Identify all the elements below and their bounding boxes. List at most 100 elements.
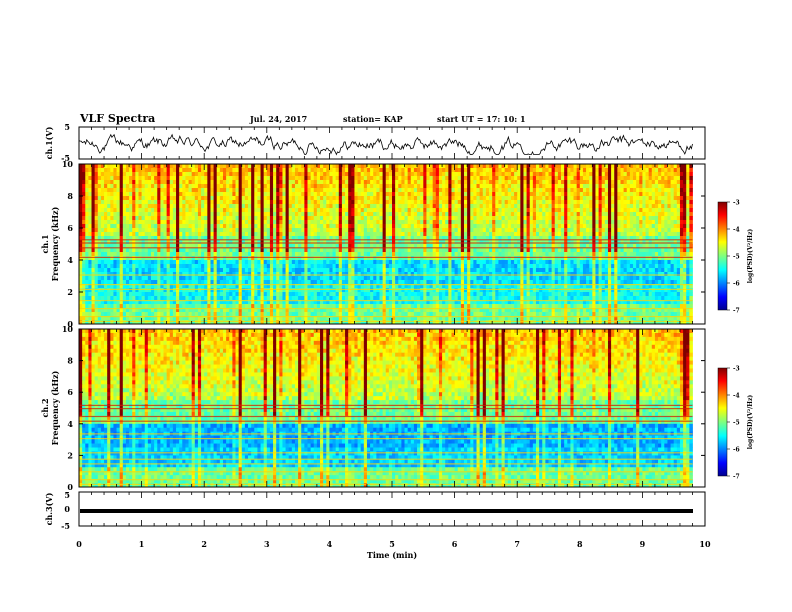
spectrogram-cell xyxy=(535,252,540,257)
spectrogram-cell xyxy=(485,248,490,253)
spectrogram-cell xyxy=(382,180,387,185)
spectrogram-cell xyxy=(463,248,468,253)
spectrogram-cell xyxy=(125,220,130,225)
spectrogram-cell xyxy=(382,228,387,233)
spectrogram-cell xyxy=(670,168,675,173)
spectrogram-cell xyxy=(557,216,562,221)
spectrogram-cell xyxy=(260,164,265,169)
spectrogram-cell xyxy=(392,224,396,229)
spectrogram-cell xyxy=(285,204,290,209)
spectrogram-cell xyxy=(373,176,377,181)
spectrogram-cell xyxy=(604,164,609,169)
spectrogram-cell xyxy=(232,260,236,265)
spectrogram-cell xyxy=(392,204,396,209)
spectrogram-cell xyxy=(216,236,221,241)
spectrogram-cell xyxy=(392,172,396,177)
spectrogram-cell xyxy=(542,260,546,265)
spectrogram-cell xyxy=(623,184,628,189)
spectrogram-cell xyxy=(213,220,218,225)
spectrogram-cell xyxy=(467,212,471,217)
spectrogram-cell xyxy=(241,164,246,169)
spectrogram-cell xyxy=(238,212,243,217)
spectrogram-cell xyxy=(673,184,678,189)
spectrogram-cell xyxy=(335,248,340,253)
spectrogram-cell xyxy=(495,196,499,201)
spectrogram-cell xyxy=(216,172,221,177)
spectrogram-cell xyxy=(107,168,111,173)
spectrogram-cell xyxy=(554,232,559,237)
spectrogram-cell xyxy=(104,172,108,177)
spectrogram-cell xyxy=(423,176,427,181)
spectrogram-cell xyxy=(357,252,362,257)
spectrogram-cell xyxy=(601,252,606,257)
spectrogram-cell xyxy=(351,184,355,189)
spectrogram-cell xyxy=(88,256,92,261)
spectrogram-cell xyxy=(360,172,365,177)
spectrogram-cell xyxy=(204,236,208,241)
spectrogram-cell xyxy=(366,256,371,261)
spectrogram-cell xyxy=(614,204,618,209)
spectrogram-cell xyxy=(589,232,593,237)
spectrogram-cell xyxy=(420,228,424,233)
spectrogram-cell xyxy=(476,208,481,213)
spectrogram-cell xyxy=(589,172,593,177)
spectrogram-cell xyxy=(360,244,365,249)
spectrogram-cell xyxy=(573,232,578,237)
spectrogram-cell xyxy=(548,172,553,177)
spectrogram-cell xyxy=(135,168,139,173)
spectrogram-cell xyxy=(460,164,465,169)
spectrogram-cell xyxy=(288,172,293,177)
spectrogram-cell xyxy=(100,264,105,269)
spectrogram-cell xyxy=(617,236,621,241)
spectrogram-cell xyxy=(85,180,89,185)
spectrogram-cell xyxy=(379,236,384,241)
spectrogram-cell xyxy=(194,176,199,181)
spectrogram-cell xyxy=(510,176,515,181)
spectrogram-cell xyxy=(407,232,412,237)
spectrogram-cell xyxy=(345,256,349,261)
spectrogram-cell xyxy=(633,188,637,193)
spectrogram-cell xyxy=(254,164,258,169)
spectrogram-cell xyxy=(576,188,581,193)
spectrogram-cell xyxy=(420,204,424,209)
spectrogram-cell xyxy=(532,232,537,237)
spectrogram-cell xyxy=(107,212,111,217)
spectrogram-cell xyxy=(401,216,405,221)
spectrogram-cell xyxy=(626,244,631,249)
spectrogram-cell xyxy=(166,208,171,213)
spectrogram-cell xyxy=(526,256,531,261)
spectrogram-cell xyxy=(310,240,315,245)
spectrogram-cell xyxy=(554,212,559,217)
spectrogram-cell xyxy=(557,164,562,169)
spectrogram-cell xyxy=(438,164,443,169)
spectrogram-cell xyxy=(636,260,640,265)
spectrogram-cell xyxy=(219,232,224,237)
spectrogram-cell xyxy=(507,168,512,173)
spectrogram-cell xyxy=(526,220,531,225)
spectrogram-cell xyxy=(150,200,155,205)
spectrogram-cell xyxy=(463,204,468,209)
spectrogram-cell xyxy=(320,172,324,177)
spectrogram-cell xyxy=(185,180,189,185)
spectrogram-cell xyxy=(248,212,252,217)
spectrogram-cell xyxy=(648,232,653,237)
spectrogram-cell xyxy=(388,188,393,193)
spectrogram-cell xyxy=(207,188,211,193)
spectrogram-cell xyxy=(269,172,274,177)
spectrogram-cell xyxy=(176,248,180,253)
spectrogram-cell xyxy=(651,236,656,241)
spectrogram-cell xyxy=(348,216,352,221)
spectrogram-cell xyxy=(366,244,371,249)
spectrogram-cell xyxy=(166,248,171,253)
spectrogram-cell xyxy=(298,208,302,213)
spectrogram-cell xyxy=(385,184,390,189)
spectrogram-cell xyxy=(395,184,399,189)
spectrogram-cell xyxy=(313,220,318,225)
spectrogram-cell xyxy=(445,256,449,261)
spectrogram-cell xyxy=(370,224,374,229)
spectrogram-cell xyxy=(307,204,312,209)
spectrogram-cell xyxy=(564,204,568,209)
spectrogram-cell xyxy=(216,244,221,249)
spectrogram-cell xyxy=(463,212,468,217)
